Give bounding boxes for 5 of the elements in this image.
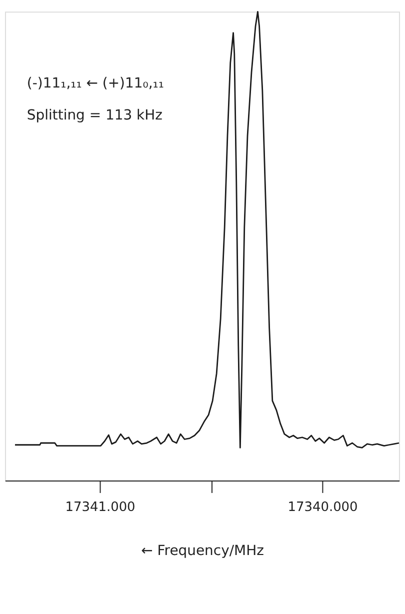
annotation: Splitting = 113 kHz [26,107,162,124]
x-axis-title: ← Frequency/MHz [141,542,264,559]
x-tick-label: 17341.000 [65,500,136,515]
x-tick-label: 17340.000 [288,500,358,515]
annotation: (-)11₁,₁₁ ← (+)11₀,₁₁ [26,75,164,92]
